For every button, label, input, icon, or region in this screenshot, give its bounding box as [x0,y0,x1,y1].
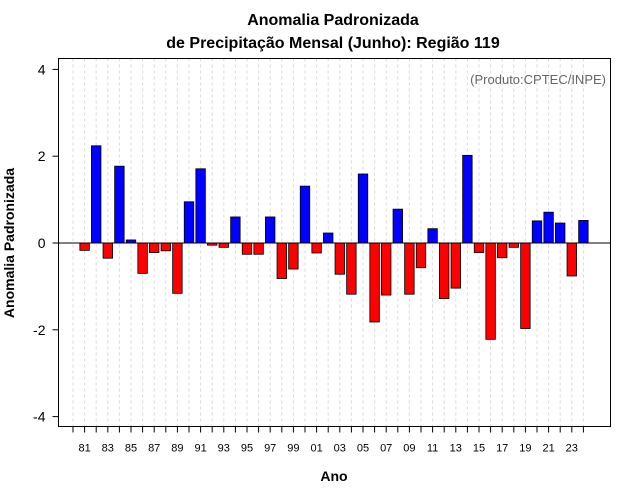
chart-title-line2: de Precipitação Mensal (Junho): Região 1… [166,35,500,52]
bar-21 [543,211,554,244]
x-tick-label: 85 [125,443,137,455]
bar-83 [102,242,113,259]
x-tick-label: 01 [310,443,322,455]
bar-89 [172,242,183,294]
bar-02 [323,232,334,244]
y-tick-label: -2 [33,322,46,338]
bar-96 [253,242,264,255]
bar-11 [427,228,438,244]
bar-94 [230,216,241,244]
bar-16 [485,242,496,340]
x-tick-label: 89 [171,443,183,455]
bar-14 [462,154,473,244]
x-tick-label: 13 [450,443,462,455]
bar-95 [241,242,253,255]
x-tick-label: 97 [264,443,276,455]
bar-09 [404,242,415,295]
y-axis-label: Anomalia Padronizada [1,168,17,318]
x-tick-label: 81 [78,443,90,455]
x-tick-label: 87 [148,443,160,455]
x-tick-label: 99 [287,443,299,455]
bar-86 [137,242,148,274]
bar-07 [381,242,392,296]
x-axis-label: Ano [320,468,347,484]
bar-05 [357,173,369,244]
x-tick-label: 17 [496,443,508,455]
x-tick-label: 83 [102,443,114,455]
bar-19 [520,242,531,329]
plot-frame [58,58,611,427]
bar-12 [439,242,450,299]
bar-17 [497,242,508,259]
bar-20 [531,220,543,244]
bar-81 [79,242,90,251]
x-tick-label: 91 [194,443,206,455]
y-tick-label: 0 [38,235,46,251]
x-tick-label: 15 [473,443,485,455]
x-tick-label: 09 [403,443,415,455]
x-tick-label: 07 [380,443,392,455]
bar-99 [288,242,299,270]
x-tick-label: 03 [334,443,346,455]
bar-93 [218,242,229,248]
bar-84 [114,165,125,244]
bar-90 [183,201,195,244]
credit-label: (Produto:CPTEC/INPE) [470,72,606,87]
bar-91 [195,168,206,244]
bar-98 [276,242,287,279]
bar-06 [369,242,380,323]
bar-03 [334,242,345,275]
bar-00 [299,185,311,244]
bar-01 [311,242,322,254]
bar-88 [160,242,171,252]
bar-18 [508,242,519,248]
bar-24 [578,220,589,244]
grid-lines [72,58,584,427]
bar-10 [415,242,427,269]
bar-87 [149,242,160,253]
x-tick-label: 93 [218,443,230,455]
x-tick-label: 19 [519,443,531,455]
bar-97 [265,216,276,244]
axes: -4 -2 0 2 4 81 83 85 87 89 91 93 95 97 99 01 03 05 07 09 11 1… [33,61,611,455]
x-tick-label: 11 [427,443,438,455]
x-tick-label: 05 [357,443,369,455]
chart-title-line1: Anomalia Padronizada [247,12,419,29]
x-tick-label: 95 [241,443,253,455]
bar-82 [91,145,102,244]
y-tick-label: 4 [38,61,46,77]
bar-23 [566,242,577,277]
bar-22 [555,222,566,244]
y-tick-label: -4 [33,409,46,425]
y-tick-label: 2 [38,148,46,164]
bar-15 [473,242,485,253]
bar-04 [346,242,357,295]
bar-08 [392,208,403,244]
bar-13 [450,242,461,289]
x-tick-label: 21 [542,443,554,455]
x-tick-label: 23 [566,443,578,455]
